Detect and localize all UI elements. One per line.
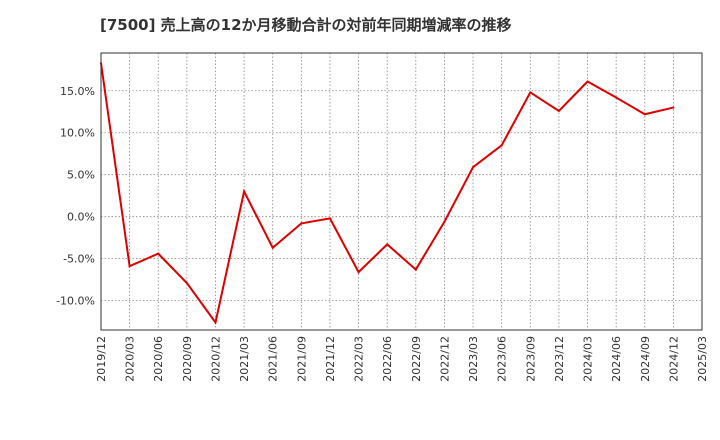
y-tick-label: 10.0% xyxy=(60,127,95,140)
x-tick-label: 2020/06 xyxy=(152,336,165,382)
x-tick-label: 2020/03 xyxy=(124,336,137,382)
data-point xyxy=(214,321,217,324)
data-point xyxy=(185,281,188,284)
data-point xyxy=(128,265,131,268)
data-point xyxy=(328,217,331,220)
x-tick-label: 2025/03 xyxy=(696,336,709,382)
data-point xyxy=(157,252,160,255)
y-tick-label: 15.0% xyxy=(60,85,95,98)
x-tick-label: 2021/12 xyxy=(324,336,337,382)
data-point xyxy=(271,246,274,249)
y-axis-ticks: 15.0% 10.0% 5.0% 0.0% -5.0% -10.0% xyxy=(56,85,95,308)
x-tick-label: 2021/03 xyxy=(238,336,251,382)
data-point xyxy=(443,220,446,223)
x-tick-label: 2024/12 xyxy=(667,336,680,382)
data-point xyxy=(472,166,475,169)
x-tick-label: 2023/06 xyxy=(496,336,509,382)
y-tick-label: 5.0% xyxy=(67,169,95,182)
data-point xyxy=(386,243,389,246)
y-tick-label: -5.0% xyxy=(63,253,95,266)
x-tick-label: 2021/09 xyxy=(295,336,308,382)
x-axis-ticks: 2019/12 2020/03 2020/06 2020/09 2020/12 2021/… xyxy=(95,336,709,382)
x-tick-label: 2023/09 xyxy=(524,336,537,382)
data-point xyxy=(243,190,246,193)
data-point xyxy=(615,96,618,99)
data-point xyxy=(414,268,417,271)
data-point xyxy=(672,106,675,109)
x-tick-label: 2023/12 xyxy=(553,336,566,382)
x-tick-label: 2023/03 xyxy=(467,336,480,382)
data-point xyxy=(643,113,646,116)
x-tick-label: 2024/09 xyxy=(639,336,652,382)
data-point xyxy=(529,91,532,94)
x-tick-label: 2022/12 xyxy=(438,336,451,382)
data-point xyxy=(500,144,503,147)
x-tick-label: 2020/09 xyxy=(181,336,194,382)
x-tick-label: 2022/09 xyxy=(410,336,423,382)
x-tick-label: 2019/12 xyxy=(95,336,108,382)
x-tick-label: 2022/03 xyxy=(353,336,366,382)
plot-area-border xyxy=(100,52,703,331)
data-point xyxy=(586,80,589,83)
data-point xyxy=(557,109,560,112)
x-tick-label: 2021/06 xyxy=(267,336,280,382)
x-tick-label: 2022/06 xyxy=(381,336,394,382)
x-tick-label: 2024/03 xyxy=(582,336,595,382)
chart-title: [7500] 売上高の12か月移動合計の対前年同期増減率の推移 xyxy=(100,16,512,34)
data-point xyxy=(300,222,303,225)
x-tick-label: 2020/12 xyxy=(209,336,222,382)
y-tick-label: 0.0% xyxy=(67,211,95,224)
gridlines xyxy=(100,53,703,330)
x-tick-label: 2024/06 xyxy=(610,336,623,382)
data-point xyxy=(357,271,360,274)
y-tick-label: -10.0% xyxy=(56,295,95,308)
